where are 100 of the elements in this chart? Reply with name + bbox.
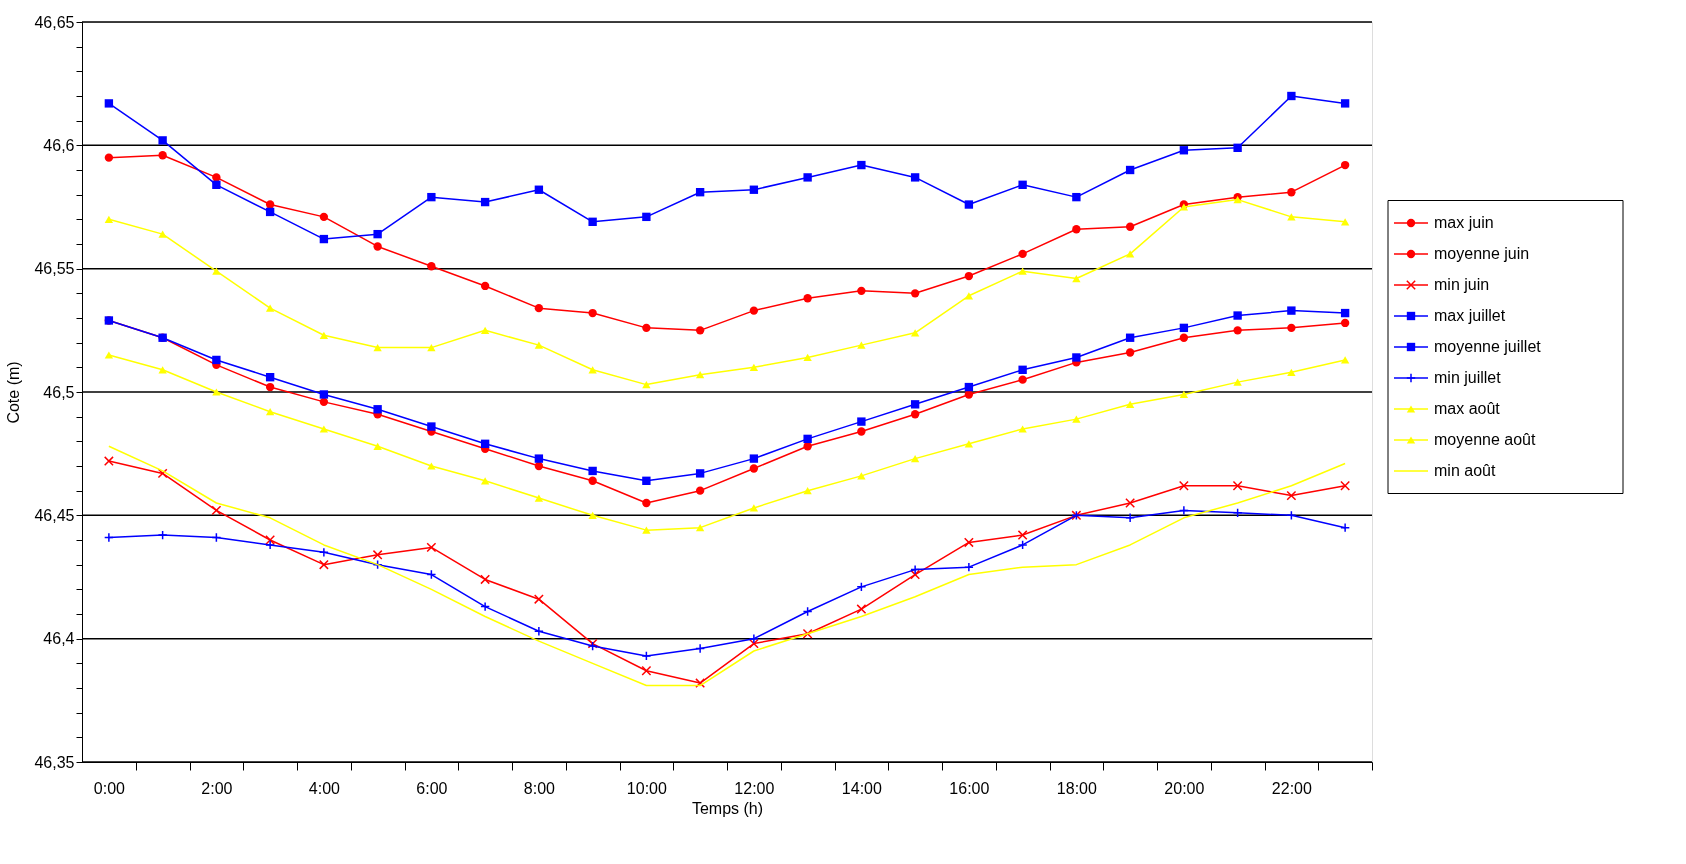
point bbox=[1287, 323, 1296, 333]
point bbox=[1125, 250, 1135, 258]
point bbox=[910, 454, 920, 463]
x-tick-label: 2:00 bbox=[201, 779, 233, 797]
point bbox=[103, 456, 114, 466]
legend-label: max août bbox=[1434, 400, 1501, 417]
point bbox=[318, 547, 329, 558]
point bbox=[427, 422, 436, 431]
point bbox=[748, 633, 759, 644]
point bbox=[1287, 306, 1296, 315]
point bbox=[857, 341, 866, 349]
y-axis-title: Cote (m) bbox=[5, 361, 23, 424]
point bbox=[534, 494, 544, 502]
point bbox=[1125, 512, 1136, 523]
point bbox=[588, 511, 597, 519]
point bbox=[910, 329, 920, 337]
point bbox=[857, 417, 866, 426]
point bbox=[1233, 143, 1242, 152]
point bbox=[480, 439, 490, 448]
x-tick-label: 8:00 bbox=[523, 779, 556, 797]
point bbox=[1340, 356, 1350, 364]
point bbox=[265, 373, 275, 382]
point bbox=[695, 486, 705, 495]
point bbox=[265, 540, 276, 550]
x-tick-label: 22:00 bbox=[1271, 779, 1312, 797]
point bbox=[103, 532, 114, 543]
point bbox=[265, 200, 275, 209]
point bbox=[695, 524, 705, 532]
y-tick-label: 46,65 bbox=[34, 13, 75, 31]
point bbox=[318, 559, 329, 570]
point bbox=[1018, 365, 1027, 374]
point bbox=[964, 292, 974, 300]
point bbox=[588, 308, 597, 318]
point bbox=[910, 289, 920, 298]
point bbox=[1018, 425, 1027, 433]
point bbox=[749, 464, 759, 473]
point bbox=[588, 466, 597, 476]
point bbox=[158, 151, 167, 160]
point bbox=[695, 643, 706, 654]
point bbox=[748, 638, 759, 649]
point bbox=[749, 363, 759, 371]
point bbox=[372, 549, 383, 560]
point bbox=[803, 294, 812, 303]
point bbox=[1018, 267, 1027, 275]
point bbox=[157, 530, 168, 540]
point bbox=[1125, 165, 1135, 175]
point bbox=[963, 537, 974, 548]
x-tick-label: 4:00 bbox=[308, 779, 341, 797]
point bbox=[1179, 390, 1189, 399]
point bbox=[319, 212, 329, 222]
x-tick-label: 12:00 bbox=[734, 779, 775, 797]
point bbox=[319, 425, 329, 433]
point bbox=[534, 185, 544, 194]
point bbox=[803, 434, 812, 444]
point bbox=[104, 99, 114, 108]
point bbox=[319, 390, 329, 399]
point bbox=[534, 303, 544, 313]
legend-label: moyenne août bbox=[1434, 431, 1536, 448]
x-tick-label: 14:00 bbox=[841, 779, 882, 797]
point bbox=[534, 454, 544, 463]
point bbox=[265, 382, 275, 392]
point bbox=[1287, 368, 1296, 376]
point bbox=[588, 366, 597, 374]
legend-label: moyenne juin bbox=[1434, 245, 1530, 262]
point bbox=[1072, 353, 1081, 362]
point bbox=[211, 505, 222, 516]
point bbox=[695, 371, 705, 379]
point bbox=[1232, 480, 1243, 491]
legend-label: max juin bbox=[1434, 214, 1494, 231]
point bbox=[803, 173, 812, 182]
point bbox=[480, 197, 490, 207]
point bbox=[158, 366, 167, 374]
point bbox=[963, 562, 974, 573]
point bbox=[964, 200, 974, 209]
point bbox=[1072, 192, 1081, 202]
point bbox=[1340, 99, 1350, 108]
point bbox=[802, 628, 813, 639]
point bbox=[427, 192, 436, 202]
point bbox=[856, 604, 867, 614]
point bbox=[104, 351, 114, 359]
y-tick-label: 46,5 bbox=[43, 383, 75, 401]
point bbox=[1286, 490, 1297, 501]
point bbox=[1125, 400, 1135, 408]
y-tick-label: 46,6 bbox=[43, 136, 75, 154]
point bbox=[857, 472, 866, 480]
point bbox=[1178, 480, 1189, 491]
point bbox=[695, 188, 705, 197]
point bbox=[1017, 530, 1028, 540]
point bbox=[910, 569, 921, 580]
point bbox=[749, 504, 759, 512]
point bbox=[265, 408, 275, 416]
x-tick-label: 18:00 bbox=[1056, 779, 1097, 797]
point bbox=[910, 400, 920, 409]
point bbox=[1125, 348, 1135, 357]
y-tick-label: 46,55 bbox=[34, 260, 75, 278]
point bbox=[534, 341, 544, 349]
x-axis-title: Temps (h) bbox=[691, 799, 764, 817]
x-tick-label: 16:00 bbox=[949, 779, 990, 797]
point bbox=[964, 382, 974, 392]
x-tick-label: 6:00 bbox=[416, 779, 448, 797]
